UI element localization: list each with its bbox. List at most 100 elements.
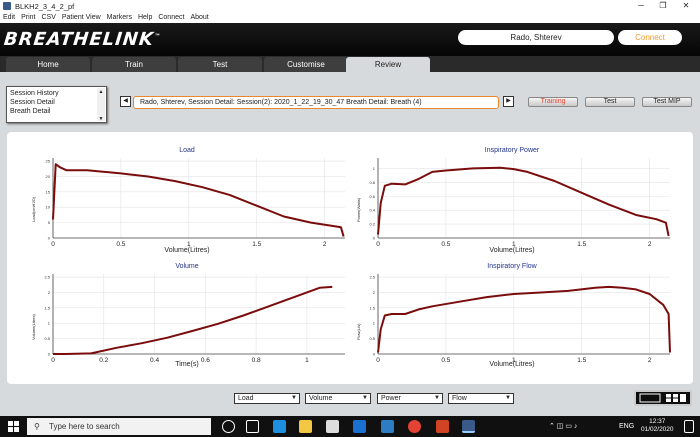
y-tick-label: 0 [48, 352, 51, 357]
taskbar: ⚲ Type here to search ⌃ ◫ ▭ ♪ ENG 12:37 … [0, 416, 700, 437]
chart-selector-load[interactable]: Load ▼ [234, 393, 300, 404]
tab-customise[interactable]: Customise [264, 57, 348, 72]
x-tick-label: 0 [51, 241, 55, 248]
y-tick-label: 5 [48, 220, 51, 225]
y-tick-label: 2 [48, 290, 51, 295]
windows-start-icon[interactable] [8, 421, 19, 432]
training-button[interactable]: Training [528, 97, 578, 107]
language-indicator[interactable]: ENG [619, 423, 635, 430]
x-tick-label: 2 [648, 241, 652, 248]
x-tick-label: 0 [376, 241, 380, 248]
store-icon[interactable] [326, 420, 339, 433]
x-tick-label: 0 [376, 357, 380, 364]
clock[interactable]: 12:37 01/02/2020 [641, 418, 674, 434]
chart-panel: 0 5 10 15 20 25 0 0.5 1 1.5 2 Load Load(cmH2O) Vol… [7, 132, 693, 384]
list-item-session-history[interactable]: Session History [10, 90, 59, 97]
layout-toggle-button[interactable] [634, 390, 692, 406]
x-tick-label: 0 [51, 357, 55, 364]
breathelink-taskbar-icon[interactable] [462, 420, 475, 433]
menu-csv[interactable]: CSV [41, 14, 56, 21]
y-tick-label: 0.5 [369, 336, 375, 341]
x-tick-label: 0.8 [252, 357, 261, 364]
mail-icon[interactable] [353, 420, 366, 433]
y-tick-label: 0 [373, 236, 376, 241]
breadcrumb: Rado, Shterev, Session Detail: Session(2… [133, 96, 499, 109]
close-button[interactable]: ✕ [682, 1, 690, 10]
y-tick-label: 0 [373, 352, 376, 357]
chrome-icon[interactable] [408, 420, 421, 433]
test-button[interactable]: Test [585, 97, 635, 107]
chevron-down-icon: ▼ [291, 395, 297, 401]
series-line [52, 163, 345, 237]
y-tick-label: 25 [46, 159, 51, 164]
chart-inspiratory-power: 0 0.2 0.4 0.6 0.8 1 0 0.5 1 1.5 2 Inspiratory Powe… [352, 144, 672, 256]
menu-about[interactable]: About [190, 14, 209, 21]
menu-connect[interactable]: Connect [158, 14, 185, 21]
maximize-button[interactable]: ❐ [659, 1, 667, 10]
chart-selector-flow[interactable]: Flow ▼ [448, 393, 514, 404]
x-tick-label: 0.2 [99, 357, 108, 364]
user-name[interactable]: Rado, Shterev [458, 30, 614, 45]
chart-selector-power[interactable]: Power ▼ [377, 393, 443, 404]
taskbar-search[interactable]: ⚲ Type here to search [27, 418, 211, 435]
tab-review[interactable]: Review [346, 57, 430, 72]
x-tick-label: 0.5 [441, 241, 450, 248]
chart-svg: 0 5 10 15 20 25 0 0.5 1 1.5 2 [46, 158, 345, 248]
tab-test[interactable]: Test [178, 57, 262, 72]
chart-title: Volume [175, 263, 199, 270]
app-logo: BREATHELINK™ [2, 29, 162, 50]
app-icon-w[interactable] [381, 420, 394, 433]
chart-load: 0 5 10 15 20 25 0 0.5 1 1.5 2 Load Load(cmH2O) Vol… [27, 144, 347, 256]
next-button[interactable]: ▶ [503, 96, 514, 107]
y-axis-label: Volume(Litres) [31, 314, 36, 340]
tray-icons[interactable]: ⌃ ◫ ▭ ♪ [549, 423, 578, 430]
y-axis-label: Load(cmH2O) [31, 196, 36, 222]
x-tick-label: 1.5 [577, 241, 586, 248]
menu-help[interactable]: Help [137, 14, 153, 21]
menu-patient-view[interactable]: Patient View [61, 14, 101, 21]
list-scrollbar[interactable]: ▲ ▼ [97, 88, 105, 122]
cortana-icon[interactable] [222, 420, 235, 433]
y-tick-label: 1 [373, 321, 376, 326]
review-level-list[interactable]: Session History Session Detail Breath De… [6, 86, 107, 123]
chart-title: Inspiratory Power [484, 147, 540, 154]
series-line [53, 285, 333, 355]
notifications-icon[interactable] [684, 420, 694, 433]
y-tick-label: 2.5 [369, 275, 375, 280]
previous-button[interactable]: ◀ [120, 96, 131, 107]
chart-svg: 0 0.5 1 1.5 2 2.5 0 0.2 0.4 0.6 0.8 1 [44, 274, 345, 364]
clock-time: 12:37 [649, 418, 666, 425]
y-tick-label: 0.8 [369, 180, 375, 185]
menu-print[interactable]: Print [21, 14, 36, 21]
chart-title: Load [179, 147, 195, 154]
file-explorer-icon[interactable] [299, 420, 312, 433]
chevron-down-icon: ▼ [505, 395, 511, 401]
chart-title: Inspiratory Flow [487, 263, 537, 270]
test-mip-button[interactable]: Test MIP [642, 97, 692, 107]
tab-home[interactable]: Home [6, 57, 90, 72]
x-axis-label: Volume(Litres) [489, 247, 535, 254]
minimize-button[interactable]: ─ [638, 1, 644, 10]
list-item-breath-detail[interactable]: Breath Detail [10, 108, 51, 115]
series-line [377, 285, 671, 353]
menu-markers[interactable]: Markers [106, 14, 132, 21]
y-axis-label: Power(Watts) [356, 197, 361, 222]
x-axis-label: Volume(Litres) [164, 247, 210, 254]
list-item-session-detail[interactable]: Session Detail [10, 99, 55, 106]
powerpoint-icon[interactable] [436, 420, 449, 433]
edge-icon[interactable] [273, 420, 286, 433]
tab-train[interactable]: Train [92, 57, 176, 72]
y-tick-label: 1 [48, 321, 51, 326]
layout-grid-icon [639, 393, 686, 403]
chart-svg: 0 0.5 1 1.5 2 2.5 0 0.5 1 1.5 2 [369, 274, 671, 364]
y-tick-label: 10 [46, 205, 51, 210]
clock-date: 01/02/2020 [641, 426, 674, 433]
x-tick-label: 0.5 [441, 357, 450, 364]
menu-edit[interactable]: Edit [3, 14, 16, 21]
window-title: BLKH2_3_4_2_pf [15, 1, 75, 11]
chart-selector-volume[interactable]: Volume ▼ [305, 393, 371, 404]
x-tick-label: 1.5 [252, 241, 261, 248]
connect-button[interactable]: Connect [618, 30, 682, 45]
x-tick-label: 2 [648, 357, 652, 364]
task-view-icon[interactable] [246, 420, 259, 433]
